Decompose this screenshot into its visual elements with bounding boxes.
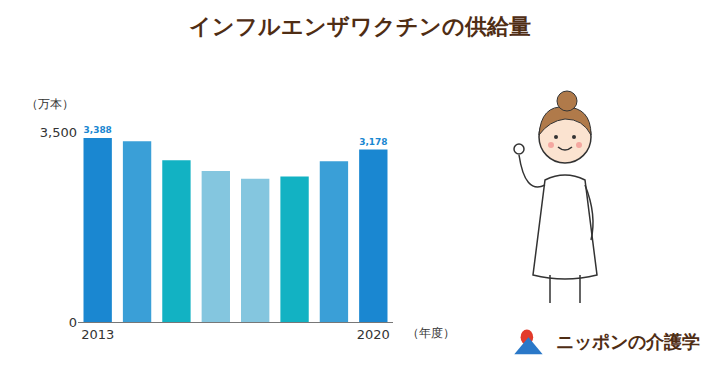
svg-text:3,178: 3,178: [359, 137, 387, 147]
svg-text:（万本）: （万本）: [26, 97, 74, 111]
svg-text:3,388: 3,388: [84, 125, 112, 135]
svg-text:ニッポンの介護学: ニッポンの介護学: [556, 331, 700, 352]
svg-text:2013: 2013: [81, 327, 114, 342]
svg-text:0: 0: [69, 315, 77, 330]
svg-text:2020: 2020: [357, 327, 390, 342]
svg-text:（年度）: （年度）: [407, 326, 455, 340]
svg-text:インフルエンザワクチンの供給量: インフルエンザワクチンの供給量: [189, 14, 531, 39]
svg-text:3,500: 3,500: [40, 125, 77, 140]
